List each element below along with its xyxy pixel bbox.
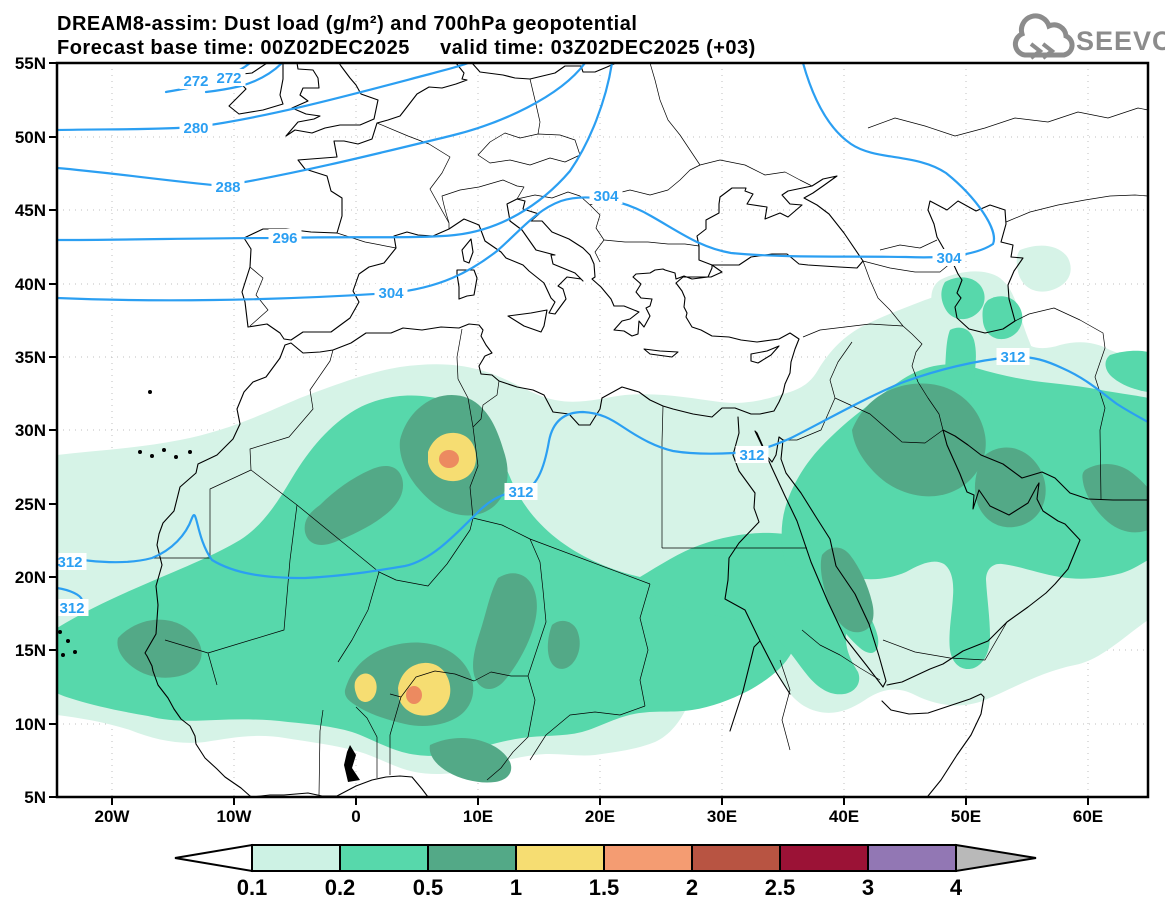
colorbar-label: 3: [862, 875, 874, 900]
colorbar-segment: [867, 844, 957, 872]
contour-296: [57, 63, 614, 242]
contour-304: [57, 63, 996, 302]
colorbar-segment: [427, 844, 517, 872]
colorbar-segment: [603, 844, 693, 872]
colorbar-segment: [339, 844, 429, 872]
contour-label-box: [735, 446, 769, 463]
cloud-arrows-icon: [1029, 42, 1056, 60]
y-axis-label: 20N: [15, 568, 46, 587]
colorbar-label: 1.5: [589, 875, 620, 900]
contour-label-box: [932, 249, 966, 266]
contour-label: 312: [57, 554, 82, 571]
contour-label-box: [374, 284, 408, 301]
contour-label: 304: [593, 188, 619, 205]
y-axis-label: 40N: [15, 275, 46, 294]
contour-label-box: [996, 348, 1030, 365]
y-axis-label: 25N: [15, 495, 46, 514]
islands-specks: [58, 390, 192, 657]
contour-label-box: [212, 69, 246, 86]
contour-label-box: [589, 187, 623, 204]
contour-label-box: [268, 229, 302, 246]
contour-label-box: [504, 483, 538, 500]
contour-288: [57, 63, 587, 188]
colorbar-segment: [779, 844, 869, 872]
dust-load-colorbar: 0.1 0.2 0.5 1 1.5 2 2.5 3 4: [174, 843, 1037, 900]
x-axis-label: 30E: [707, 807, 737, 826]
y-axis-label: 45N: [15, 201, 46, 220]
y-axis-label: 15N: [15, 641, 46, 660]
contour-label-box: [211, 178, 245, 195]
colorbar-label: 2.5: [765, 875, 796, 900]
y-axis-label: 5N: [24, 788, 46, 807]
contour-label-box: [55, 599, 89, 616]
y-axis-label: 55N: [15, 54, 46, 73]
x-axis-label: 10E: [463, 807, 493, 826]
colorbar-label: 1: [510, 875, 522, 900]
contour-label: 288: [215, 179, 240, 196]
contour-label: 280: [183, 120, 208, 137]
x-axis-label: 10W: [217, 807, 253, 826]
contour-label: 312: [59, 600, 84, 617]
colorbar-segment: [251, 844, 341, 872]
x-axis-label: 40E: [829, 807, 859, 826]
contour-label: 272: [183, 73, 208, 90]
seevccc-logo: SEEVCCC: [1012, 13, 1165, 60]
colorbar-right-arrow: [955, 843, 1037, 873]
contour-label: 312: [1000, 349, 1025, 366]
colorbar-label: 0.5: [413, 875, 444, 900]
axes: 55N 50N 45N 40N 35N 30N 25N 20N 15N 10N 5N 20W 10W 0 1…: [15, 54, 1103, 826]
colorbar-label: 0.1: [237, 875, 268, 900]
contour-label: 304: [378, 285, 404, 302]
colorbar-label: 0.2: [325, 875, 356, 900]
y-axis-label: 30N: [15, 421, 46, 440]
x-axis-label: 50E: [951, 807, 981, 826]
page-subtitle: Forecast base time: 00Z02DEC2025 valid t…: [57, 37, 756, 59]
contour-label: 312: [739, 447, 764, 464]
contour-label: 304: [936, 250, 962, 267]
x-axis-label: 0: [351, 807, 360, 826]
geography-layer: [58, 63, 1148, 797]
colorbar-label: 2: [686, 875, 698, 900]
colorbar-label: 4: [950, 875, 963, 900]
y-axis-label: 50N: [15, 128, 46, 147]
y-axis-label: 10N: [15, 715, 46, 734]
dust-fill-level-1.5: [406, 450, 459, 704]
colorbar-segment: [691, 844, 781, 872]
y-axis-label: 35N: [15, 348, 46, 367]
contour-280: [57, 63, 470, 132]
page-title: DREAM8-assim: Dust load (g/m²) and 700hP…: [57, 13, 637, 35]
x-axis-label: 20E: [585, 807, 615, 826]
contour-label: 312: [508, 484, 533, 501]
x-axis-label: 20W: [95, 807, 131, 826]
contour-label-box: [179, 72, 213, 89]
colorbar-segment: [515, 844, 605, 872]
cloud-icon: [1012, 13, 1075, 58]
contour-label-box: [53, 553, 87, 570]
colorbar-left-arrow: [174, 843, 253, 873]
contour-label: 272: [216, 70, 241, 87]
coastlines: [144, 63, 1148, 797]
country-borders: [150, 63, 1148, 796]
lake-volta: [344, 745, 360, 782]
logo-text: SEEVCCC: [1076, 26, 1165, 56]
contour-label-box: [179, 119, 213, 136]
contour-value-labels: 272 272 280 288 296 304 304 304 312 312 312 312 312: [53, 69, 1030, 617]
contour-label: 296: [272, 230, 297, 247]
dust-load-field: [57, 245, 1148, 783]
x-axis-label: 60E: [1073, 807, 1103, 826]
